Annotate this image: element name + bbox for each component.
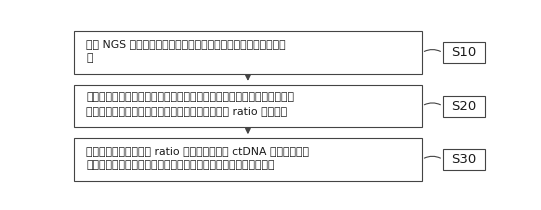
FancyBboxPatch shape (74, 85, 422, 127)
FancyBboxPatch shape (443, 42, 485, 63)
FancyBboxPatch shape (74, 31, 422, 74)
FancyBboxPatch shape (74, 138, 422, 181)
Text: 采用预先选定大小的窗口对全基因组区间进行划分，并预先选定大小的窗
口对各窗口内短插入片段和长插入片段的数量比值 ratio 进行计算: 采用预先选定大小的窗口对全基因组区间进行划分，并预先选定大小的窗 口对各窗口内短… (87, 92, 294, 116)
Text: 基于 NGS 平台对待检测血浆样本进行预设测序深度的全基因组测
序: 基于 NGS 平台对待检测血浆样本进行预设测序深度的全基因组测 序 (87, 39, 286, 63)
Text: S10: S10 (451, 46, 477, 59)
FancyBboxPatch shape (443, 149, 485, 170)
FancyBboxPatch shape (443, 96, 485, 117)
Text: 由统计得到的数量比值 ratio 使用预先训练的 ctDNA 长度分析模型
得到待检测血浆样本的评分，进而根据评分对待检测血浆样本进行: 由统计得到的数量比值 ratio 使用预先训练的 ctDNA 长度分析模型 得到… (87, 146, 309, 170)
Text: S30: S30 (451, 153, 477, 166)
Text: S20: S20 (451, 100, 477, 113)
